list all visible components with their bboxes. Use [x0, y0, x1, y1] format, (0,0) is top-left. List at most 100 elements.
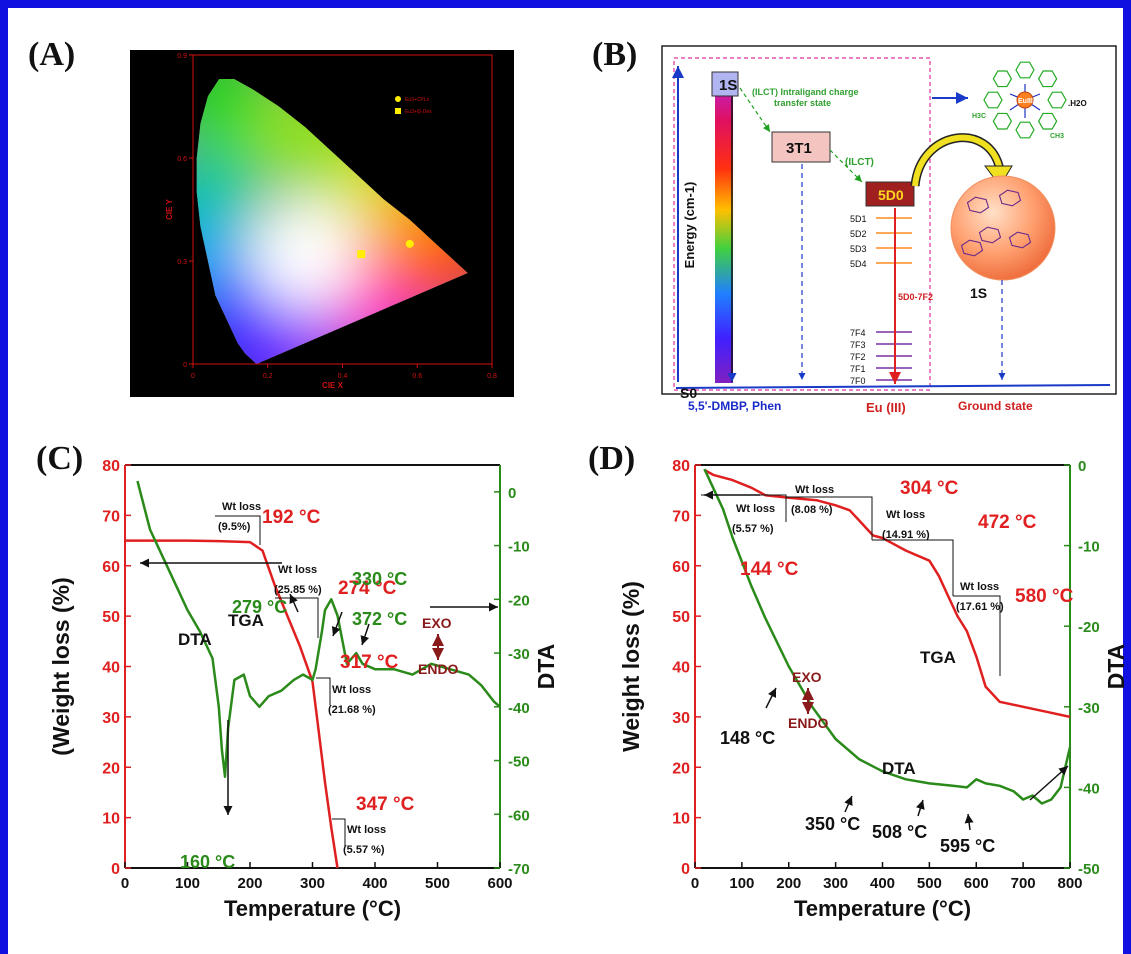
panel-c-y2tick-label: -10: [508, 539, 530, 556]
cie-xtick-label: 0.4: [338, 373, 348, 380]
energy-axis-label: Energy (cm-1): [682, 182, 697, 269]
ch3-left: H3C: [972, 113, 986, 120]
cie-legend-marker-1: [395, 108, 401, 114]
panel-c-y2tick-label: -30: [508, 646, 530, 663]
panel-d-ytick-label: 70: [672, 508, 690, 525]
panel-c-exo-label: EXO: [422, 615, 452, 631]
ligand-ring: [1015, 121, 1035, 139]
cie-xtick-label: 0.8: [487, 373, 497, 380]
panel-c-ytick-label: 10: [102, 811, 120, 828]
panel-d-ytick-label: 20: [672, 760, 690, 777]
isc-arrow: [739, 87, 771, 133]
panel-d-y2tick-label: -40: [1078, 780, 1100, 797]
panel-c-tga-loss-label-0: Wt loss: [222, 501, 261, 513]
panel-d-ytick-label: 30: [672, 710, 690, 727]
panel-c-ytick-label: 30: [102, 710, 120, 727]
f-level-label: 7F4: [850, 328, 866, 338]
panel-c-y2tick-label: -20: [508, 592, 530, 609]
panel-c-tga-loss-2: (21.68 %): [328, 704, 376, 716]
cie-ytick-label: 0.3: [177, 259, 187, 266]
panel-c-tga-label: TGA: [228, 611, 264, 630]
triplet-label: 3T1: [786, 140, 812, 157]
ligand-ring: [1037, 70, 1058, 88]
panel-c-ytick-label: 0: [111, 861, 120, 878]
panel-d-xtick-label: 400: [870, 875, 895, 892]
panel-c-ytick-label: 80: [102, 458, 120, 475]
dextrin-ring: [966, 196, 990, 214]
panel-d-xtick-label: 700: [1011, 875, 1036, 892]
water-label: .H2O: [1068, 99, 1087, 108]
cie-ylabel: CIE Y: [165, 198, 174, 219]
cie-xtick-label: 0.2: [263, 373, 273, 380]
panel-d-exo-label: EXO: [792, 669, 822, 685]
d0-box: [865, 181, 915, 207]
ligand-ring: [992, 70, 1013, 88]
panel-d-tga-loss-1: (8.08 %): [791, 504, 833, 516]
panel-d-ytick-label: 60: [672, 559, 690, 576]
curved-arrow: [912, 134, 1003, 187]
panel-d-xtick-label: 200: [776, 875, 801, 892]
s0-label: S0: [680, 385, 697, 401]
panel-c-xlabel: Temperature (°C): [224, 896, 401, 921]
cie-point-0: [405, 239, 414, 248]
panel-c-tga-step-1: [275, 597, 319, 638]
panel-c-endo-label: ENDO: [418, 661, 459, 677]
f-level-label: 7F1: [850, 364, 866, 374]
panel-d-y2tick-label: -50: [1078, 861, 1100, 878]
panel-d-dta-temp-0: 148 °C: [720, 728, 775, 748]
panel-d-tga-loss-3: (17.61 %): [956, 601, 1004, 613]
panel-c-dta-label: DTA: [178, 630, 212, 649]
panel-c-pointer-3: [360, 623, 370, 646]
panel-c-ylabel: (Weight loss (%): [48, 577, 74, 755]
panel-c-ytick-label: 40: [102, 660, 120, 677]
panel-d-tga-temp-0: 144 °C: [740, 559, 799, 580]
panel-c-tga-loss-label-1: Wt loss: [278, 564, 317, 576]
panel-c-dta-temp-3: 372 °C: [352, 609, 407, 629]
panel-c-xtick-label: 500: [425, 875, 450, 892]
panel-d-y2tick-label: -10: [1078, 539, 1100, 556]
panel-c-ytick-label: 50: [102, 609, 120, 626]
panel-c-y2tick-label: -40: [508, 700, 530, 717]
d-level-label: 5D3: [850, 244, 867, 254]
panel-c-tga-temp-3: 347 °C: [356, 794, 415, 815]
panel-d-tga-loss-0: (5.57 %): [732, 523, 774, 535]
panel-d-tga-loss-label-0: Wt loss: [736, 503, 775, 515]
panel-d-endo-label: ENDO: [788, 715, 829, 731]
panel-d-ytick-label: 0: [681, 861, 690, 878]
d-level-label: 5D4: [850, 259, 867, 269]
ligand-ring: [983, 91, 1003, 109]
cie-xtick-label: 0.6: [412, 373, 422, 380]
panel-d-y2label: DTA: [1103, 644, 1129, 690]
panel-d-y2tick-label: 0: [1078, 458, 1086, 475]
cie-xtick-label: 0: [191, 373, 195, 380]
panel-d-dta-label: DTA: [882, 759, 916, 778]
f-level-label: 7F2: [850, 352, 866, 362]
triplet-box: [771, 131, 831, 163]
panel-c-series-tga: [125, 539, 339, 869]
panel-d-ytick-label: 80: [672, 458, 690, 475]
panel-d-y2tick-label: -20: [1078, 619, 1100, 636]
f-level-label: 7F0: [850, 376, 866, 386]
panel-d-tga-loss-2: (14.91 %): [882, 529, 930, 541]
panel-c-dta-temp-1: 279 °C: [232, 597, 287, 617]
panel-c-xtick-label: 300: [300, 875, 325, 892]
singlet-box: [711, 71, 739, 97]
panel-c-tga-temp-2: 317 °C: [340, 652, 399, 673]
ilct-label-long-2: transfer state: [774, 98, 831, 108]
ilct-label: (ILCT): [845, 157, 874, 168]
panel-d-ytick-label: 40: [672, 660, 690, 677]
cie-legend-label-0: Eu3+CPLx: [405, 97, 430, 103]
panel-label-c: (C): [36, 440, 84, 477]
cie-legend-label-1: Eu3+/β-Dex: [405, 109, 432, 115]
ground-state-label: Ground state: [958, 399, 1033, 413]
panel-d-series-dta: [703, 468, 1072, 805]
panel-d-tga-loss-label-2: Wt loss: [886, 509, 925, 521]
panel-label-a: (A): [28, 36, 76, 73]
f-level-label: 7F3: [850, 340, 866, 350]
panel-c-y2label: DTA: [533, 644, 559, 690]
panel-c-dta-temp-2: 330 °C: [352, 569, 407, 589]
ligand-ring: [1037, 112, 1058, 130]
panel-c-xtick-label: 0: [121, 875, 129, 892]
